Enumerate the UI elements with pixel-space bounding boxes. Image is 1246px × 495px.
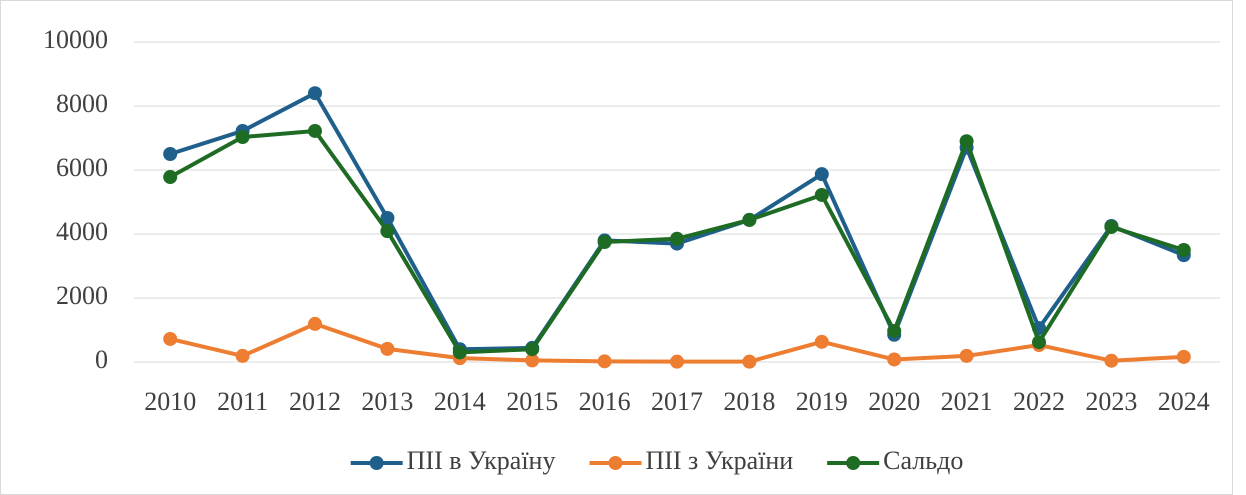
- y-tick-label: 4000: [56, 217, 108, 246]
- data-point: [525, 353, 540, 368]
- data-point: [380, 224, 395, 239]
- legend-label: ПІІ з України: [645, 446, 793, 475]
- legend-marker: [608, 456, 623, 470]
- data-point: [670, 231, 684, 246]
- data-point: [1104, 219, 1119, 234]
- y-tick-label: 2000: [56, 281, 108, 310]
- x-tick-label: 2012: [289, 387, 341, 416]
- data-point: [887, 352, 902, 367]
- data-point: [163, 170, 178, 185]
- x-tick-label: 2020: [868, 387, 920, 416]
- data-point: [525, 342, 540, 357]
- data-point: [959, 134, 974, 149]
- data-point: [1176, 349, 1191, 364]
- legend-label: Сальдо: [883, 446, 963, 475]
- y-tick-label: 8000: [56, 89, 108, 118]
- data-point: [959, 348, 974, 363]
- legend: ПІІ в Україну ПІІ з України Сальдо: [350, 446, 963, 475]
- y-tick-label: 0: [95, 345, 108, 374]
- x-tick-label: 2015: [506, 387, 558, 416]
- data-point: [742, 212, 757, 227]
- data-point: [1032, 335, 1046, 350]
- data-point: [742, 354, 757, 369]
- x-tick-label: 2019: [796, 387, 848, 416]
- data-point: [308, 123, 322, 138]
- data-point: [597, 235, 612, 249]
- data-point: [380, 341, 395, 356]
- data-point: [235, 130, 250, 145]
- x-tick-label: 2014: [434, 387, 486, 416]
- data-point: [1104, 353, 1119, 368]
- legend-label: ПІІ в Україну: [407, 446, 556, 475]
- x-tick-label: 2017: [651, 387, 703, 416]
- data-point: [308, 316, 322, 331]
- data-point: [308, 86, 322, 101]
- data-point: [887, 323, 902, 338]
- data-point: [452, 345, 467, 360]
- data-point: [814, 334, 829, 349]
- y-tick-label: 6000: [56, 153, 108, 182]
- data-point: [597, 354, 612, 369]
- legend-marker: [369, 456, 384, 470]
- x-tick-label: 2023: [1085, 387, 1137, 416]
- data-point: [814, 167, 829, 182]
- x-tick-label: 2018: [723, 387, 775, 416]
- x-tick-label: 2011: [217, 387, 268, 416]
- x-tick-label: 2013: [361, 387, 413, 416]
- x-tick-label: 2016: [579, 387, 631, 416]
- x-tick-label: 2022: [1013, 387, 1065, 416]
- x-tick-label: 2010: [144, 387, 196, 416]
- x-tick-label: 2021: [941, 387, 993, 416]
- y-tick-label: 10000: [43, 25, 108, 54]
- data-point: [380, 211, 395, 225]
- data-point: [235, 348, 250, 363]
- data-point: [670, 354, 684, 369]
- data-point: [1176, 243, 1191, 257]
- legend-marker: [846, 456, 861, 470]
- data-point: [163, 147, 178, 161]
- x-tick-label: 2024: [1158, 387, 1210, 416]
- data-point: [814, 187, 829, 202]
- data-point: [163, 331, 178, 346]
